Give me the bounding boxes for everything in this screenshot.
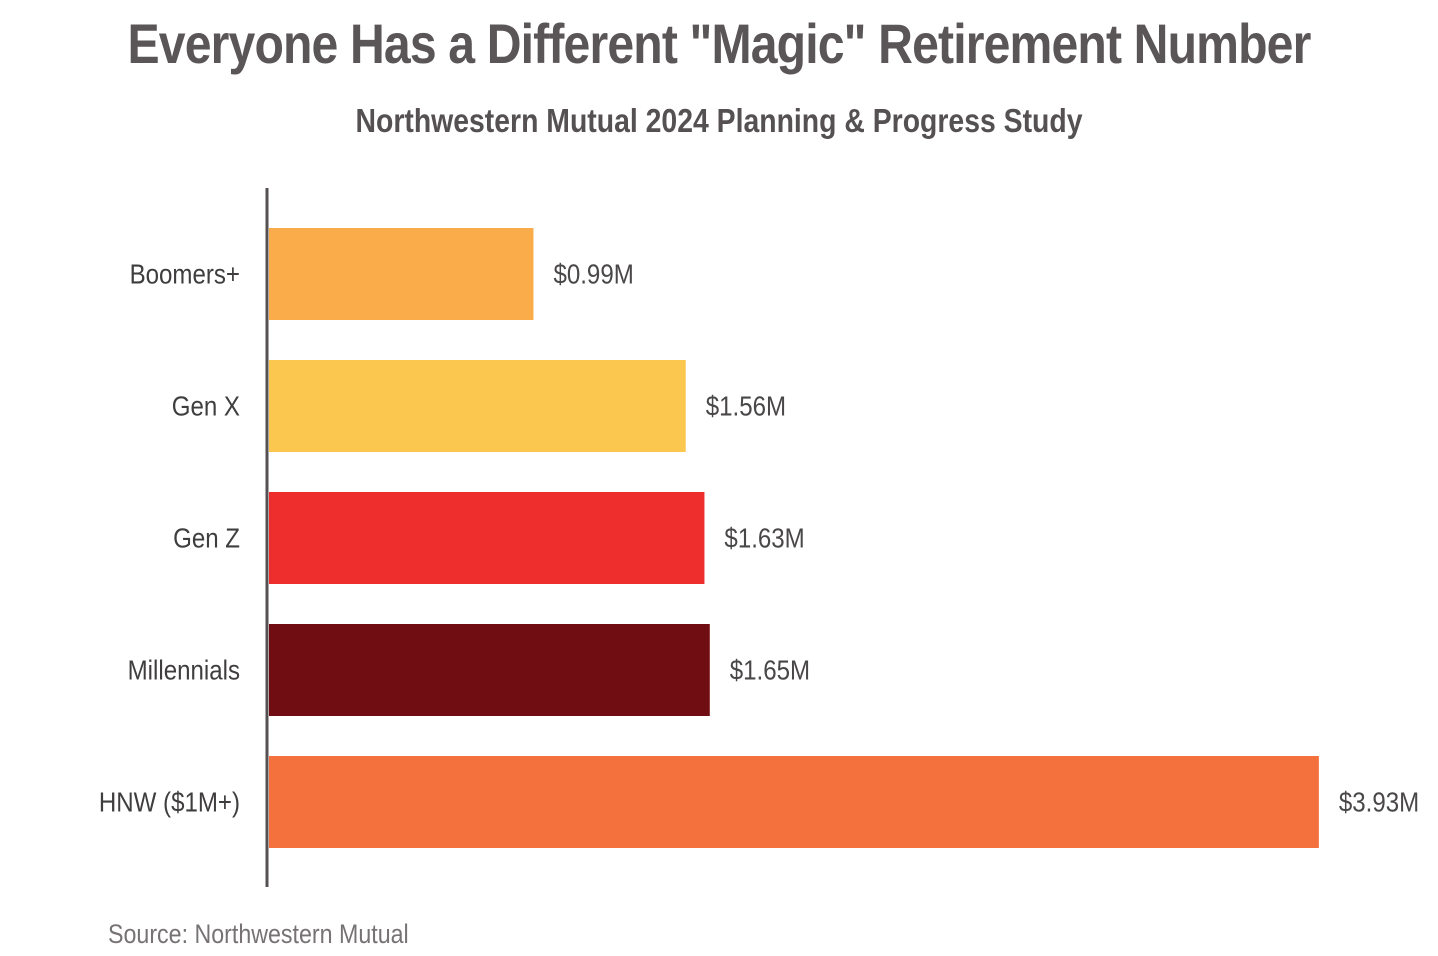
- value-label: $1.56M: [706, 390, 786, 422]
- category-label: HNW ($1M+): [99, 786, 240, 818]
- category-label: Millennials: [128, 654, 240, 686]
- value-label: $0.99M: [553, 258, 633, 290]
- value-labels: $0.99M $1.56M $1.63M $1.65M $3.93M: [553, 258, 1419, 818]
- bar-3: [269, 624, 710, 716]
- chart-title: Everyone Has a Different "Magic" Retirem…: [127, 12, 1312, 75]
- value-label: $3.93M: [1339, 786, 1419, 818]
- value-label: $1.63M: [724, 522, 804, 554]
- chart-subtitle: Northwestern Mutual 2024 Planning & Prog…: [355, 102, 1083, 139]
- value-label: $1.65M: [730, 654, 810, 686]
- bars-group: [269, 228, 1319, 848]
- bar-4: [269, 756, 1319, 848]
- source-note: Source: Northwestern Mutual: [108, 919, 409, 949]
- bar-2: [269, 492, 705, 584]
- category-label: Gen X: [172, 390, 240, 422]
- bar-1: [269, 360, 686, 452]
- category-labels: Boomers+ Gen X Gen Z Millennials HNW ($1M+): [99, 258, 240, 818]
- category-label: Boomers+: [130, 258, 240, 290]
- bar-0: [269, 228, 534, 320]
- category-label: Gen Z: [173, 522, 240, 554]
